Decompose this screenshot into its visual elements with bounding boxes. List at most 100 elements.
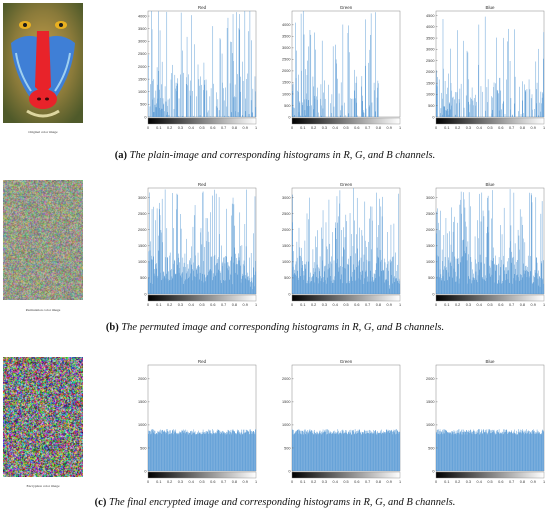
histogram-plain-red: Red 0 500 1000 1500 2000 2500 3000 3500 4000 0 0.1 0… bbox=[138, 5, 257, 130]
x-tick-label: 0.2 bbox=[167, 303, 172, 307]
histogram-permuted-blue: Blue 0 500 1000 1500 2000 2500 3000 0 0.1 0.2 0.3 0.… bbox=[426, 182, 545, 307]
x-tick-label: 0.5 bbox=[487, 480, 492, 484]
y-tick-label: 2000 bbox=[426, 228, 434, 232]
x-tick-label: 0.7 bbox=[365, 126, 370, 130]
histogram-permuted-red: Red 0 500 1000 1500 2000 2500 3000 0 0.1 0.2 0.3 0.4… bbox=[138, 182, 257, 307]
x-tick-label: 0.1 bbox=[300, 303, 305, 307]
y-tick-label: 500 bbox=[428, 104, 434, 108]
x-tick-label: 1 bbox=[399, 303, 401, 307]
x-tick-label: 0.1 bbox=[444, 126, 449, 130]
caption-b-letter: (b) bbox=[105, 322, 119, 333]
intensity-gradient-bar bbox=[291, 294, 401, 302]
y-tick-label: 2500 bbox=[138, 52, 146, 56]
y-tick-label: 3500 bbox=[138, 27, 146, 31]
y-tick-label: 2000 bbox=[138, 377, 146, 381]
original-image-caption: Original color image bbox=[28, 130, 58, 134]
x-tick-label: 1 bbox=[543, 126, 545, 130]
intensity-gradient-bar bbox=[291, 471, 401, 479]
plot-frame bbox=[147, 10, 257, 118]
caption-b: (b) The permuted image and corresponding… bbox=[0, 322, 550, 333]
x-tick-label: 0.9 bbox=[243, 303, 248, 307]
x-tick-label: 0.7 bbox=[365, 480, 370, 484]
plot-frame bbox=[435, 10, 545, 118]
histogram-title: Green bbox=[340, 5, 353, 10]
x-tick-label: 0.9 bbox=[387, 126, 392, 130]
x-tick-label: 1 bbox=[399, 126, 401, 130]
x-tick-label: 0.5 bbox=[487, 126, 492, 130]
y-tick-label: 3000 bbox=[282, 46, 290, 50]
y-tick-label: 1000 bbox=[138, 423, 146, 427]
intensity-gradient-bar bbox=[147, 294, 257, 302]
y-tick-label: 0 bbox=[288, 292, 290, 296]
x-tick-label: 0.8 bbox=[232, 480, 237, 484]
x-tick-label: 0.3 bbox=[178, 303, 183, 307]
x-tick-label: 0.9 bbox=[243, 126, 248, 130]
original-image bbox=[3, 3, 83, 123]
x-tick-label: 1 bbox=[399, 480, 401, 484]
x-tick-label: 0.8 bbox=[520, 126, 525, 130]
x-tick-label: 0.3 bbox=[322, 480, 327, 484]
x-tick-label: 0.4 bbox=[477, 126, 482, 130]
y-tick-label: 0 bbox=[288, 469, 290, 473]
caption-a-text: The plain-image and corresponding histog… bbox=[129, 150, 436, 161]
x-tick-label: 0.7 bbox=[509, 303, 514, 307]
y-tick-label: 4500 bbox=[426, 14, 434, 18]
permuted-image bbox=[3, 180, 83, 300]
x-tick-label: 0.6 bbox=[354, 480, 359, 484]
x-tick-label: 0 bbox=[435, 126, 437, 130]
x-tick-label: 0.1 bbox=[156, 480, 161, 484]
x-tick-label: 0.4 bbox=[477, 480, 482, 484]
x-tick-label: 0.4 bbox=[189, 480, 194, 484]
y-tick-label: 3000 bbox=[138, 40, 146, 44]
y-tick-label: 2000 bbox=[138, 65, 146, 69]
x-tick-label: 0.2 bbox=[311, 480, 316, 484]
histogram-title: Green bbox=[340, 359, 353, 364]
x-tick-label: 0.9 bbox=[387, 480, 392, 484]
x-tick-label: 0 bbox=[291, 126, 293, 130]
y-tick-label: 4000 bbox=[138, 14, 146, 18]
x-tick-label: 0.7 bbox=[365, 303, 370, 307]
histogram-title: Red bbox=[198, 359, 207, 364]
x-tick-label: 0 bbox=[147, 303, 149, 307]
y-tick-label: 500 bbox=[284, 446, 290, 450]
y-tick-label: 0 bbox=[144, 115, 146, 119]
x-tick-label: 0.7 bbox=[221, 126, 226, 130]
caption-a-letter: (a) bbox=[114, 150, 128, 161]
x-tick-label: 0.3 bbox=[322, 303, 327, 307]
y-tick-label: 1000 bbox=[426, 260, 434, 264]
x-tick-label: 0.3 bbox=[466, 126, 471, 130]
x-tick-label: 1 bbox=[255, 480, 257, 484]
y-tick-label: 1000 bbox=[282, 92, 290, 96]
y-tick-label: 1000 bbox=[426, 423, 434, 427]
x-tick-label: 0.2 bbox=[455, 303, 460, 307]
y-tick-label: 0 bbox=[432, 115, 434, 119]
y-tick-label: 3000 bbox=[138, 196, 146, 200]
x-tick-label: 0.4 bbox=[189, 126, 194, 130]
y-tick-label: 2000 bbox=[426, 70, 434, 74]
x-tick-label: 0.8 bbox=[376, 126, 381, 130]
x-tick-label: 1 bbox=[255, 126, 257, 130]
x-tick-label: 0.8 bbox=[520, 480, 525, 484]
histogram-encrypted-green: Green 0 500 1000 1500 2000 0 0.1 0.2 0.3 0.4 0.5 0.6… bbox=[282, 359, 401, 484]
x-tick-label: 0.3 bbox=[178, 126, 183, 130]
y-tick-label: 2000 bbox=[138, 228, 146, 232]
y-tick-label: 1500 bbox=[426, 81, 434, 85]
histogram-title: Blue bbox=[485, 182, 495, 187]
caption-b-text: The permuted image and corresponding his… bbox=[121, 322, 445, 333]
x-tick-label: 0 bbox=[435, 303, 437, 307]
x-tick-label: 1 bbox=[255, 303, 257, 307]
y-tick-label: 1000 bbox=[282, 423, 290, 427]
x-tick-label: 0.1 bbox=[156, 126, 161, 130]
caption-c: (c) The final encrypted image and corres… bbox=[0, 497, 550, 508]
y-tick-label: 3000 bbox=[426, 196, 434, 200]
y-tick-label: 500 bbox=[140, 276, 146, 280]
intensity-gradient-bar bbox=[435, 117, 545, 125]
permuted-noise-canvas bbox=[3, 180, 83, 300]
intensity-gradient-bar bbox=[435, 471, 545, 479]
x-tick-label: 0.6 bbox=[498, 126, 503, 130]
y-tick-label: 4000 bbox=[426, 25, 434, 29]
y-tick-label: 2000 bbox=[282, 228, 290, 232]
y-tick-label: 500 bbox=[428, 276, 434, 280]
x-tick-label: 0.5 bbox=[199, 126, 204, 130]
x-tick-label: 0.6 bbox=[210, 303, 215, 307]
